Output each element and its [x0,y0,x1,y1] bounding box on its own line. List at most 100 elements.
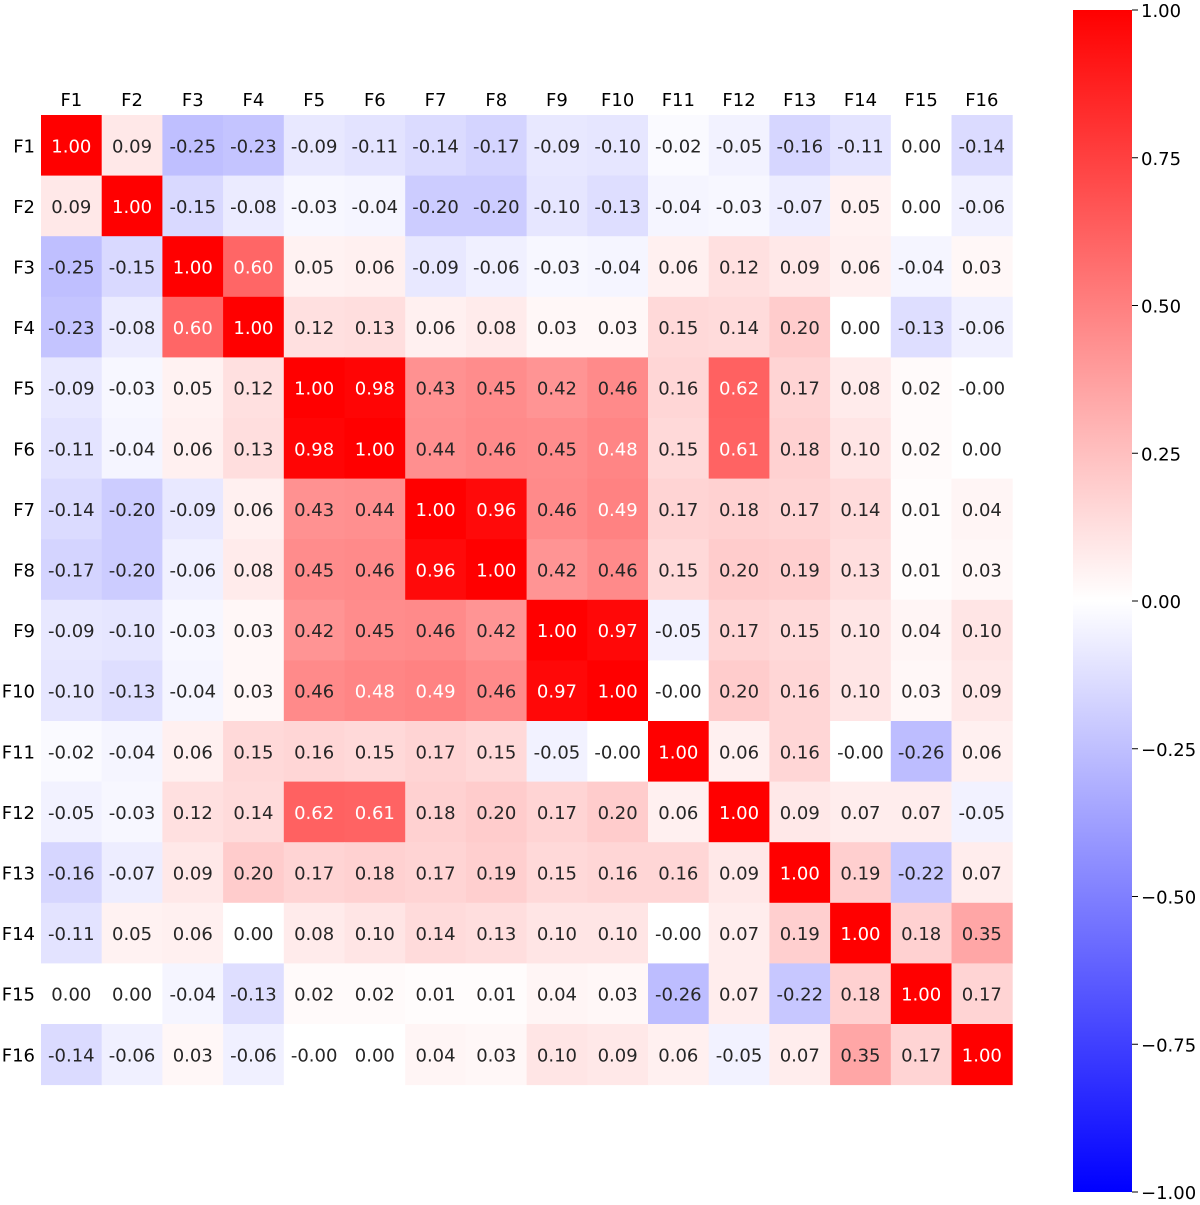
heatmap-cells: 1.00 0.09 -0.25 -0.23 -0.09 -0.11 -0.14 -0.17 -0… [41,115,1013,1086]
y-tick-label: F9 [13,621,35,642]
heatmap-cell [465,296,528,358]
cell-value-label: 1.00 [780,864,820,885]
cell-value-label: 0.18 [780,439,820,460]
heatmap-cell [41,1024,103,1086]
heatmap-cell [41,175,103,237]
cell-value-label: 0.01 [416,985,456,1006]
cell-value-label: 0.06 [658,258,698,279]
heatmap-cell [830,539,892,601]
y-tick-label: F14 [2,924,35,945]
heatmap-cell [648,539,710,601]
heatmap-cell [526,599,588,661]
cell-value-label: 0.35 [840,1045,880,1066]
cell-value-label: 0.60 [173,318,213,339]
cell-value-label: 0.12 [233,379,273,400]
cell-value-label: 0.09 [173,864,213,885]
heatmap-cell [769,599,831,661]
heatmap-cell [405,357,467,419]
y-tick-label: F16 [2,1045,35,1066]
cell-value-label: 0.46 [355,561,395,582]
heatmap-cell [223,599,285,661]
heatmap-cell [101,721,163,783]
heatmap-cell [101,296,163,358]
heatmap-cell [101,660,163,722]
cell-value-label: 0.44 [416,439,456,460]
cell-value-label: 0.19 [840,864,880,885]
cell-value-label: 0.13 [840,561,880,582]
cell-value-label: 0.97 [537,682,577,703]
cell-value-label: 0.20 [476,803,516,824]
x-tick-label: F4 [243,90,265,111]
cell-value-label: 0.42 [537,561,577,582]
cell-value-label: -0.03 [716,197,763,218]
x-tick-label: F12 [722,90,755,111]
cell-value-label: -0.15 [109,258,156,279]
cell-value-label: -0.06 [473,258,520,279]
cell-value-label: 0.45 [476,379,516,400]
heatmap-cell [708,175,770,237]
heatmap-cell [830,236,892,298]
heatmap-cell [41,963,103,1025]
heatmap-cell [587,842,649,904]
cell-value-label: 0.19 [780,924,820,945]
heatmap-cell [890,781,952,843]
y-tick-label: F2 [13,197,35,218]
cell-value-label: -0.09 [412,258,459,279]
cell-value-label: -0.00 [959,379,1006,400]
cell-value-label: -0.03 [534,258,581,279]
heatmap-cell [587,296,649,358]
cell-value-label: 0.09 [719,864,759,885]
heatmap-cell [41,842,103,904]
cell-value-label: 0.12 [173,803,213,824]
heatmap-cell [587,236,649,298]
cell-value-label: 0.97 [598,621,638,642]
heatmap-cell [830,357,892,419]
cell-value-label: -0.14 [959,136,1006,157]
cell-value-label: 0.08 [233,561,273,582]
cell-value-label: -0.15 [169,197,216,218]
heatmap-cell [41,539,103,601]
cell-value-label: 0.05 [112,924,152,945]
cell-value-label: -0.13 [109,682,156,703]
heatmap-cell [101,599,163,661]
heatmap-cell [344,721,406,783]
heatmap-cell [283,357,345,419]
cell-value-label: 0.48 [598,439,638,460]
heatmap-cell [769,236,831,298]
cell-value-label: 0.45 [537,439,577,460]
heatmap-cell [830,478,892,540]
heatmap-cell [223,539,285,601]
heatmap-cell [465,842,528,904]
cell-value-label: 0.48 [355,682,395,703]
cell-value-label: -0.11 [48,439,95,460]
heatmap-cell [283,115,345,177]
cell-value-label: 0.01 [901,500,941,521]
colorbar-tick-label: 0.75 [1141,149,1181,170]
heatmap-cell [769,721,831,783]
cell-value-label: 0.49 [598,500,638,521]
heatmap-cell [708,963,770,1025]
heatmap-cell [101,236,163,298]
colorbar-tick-label: −0.75 [1141,1035,1196,1056]
heatmap-cell [405,175,467,237]
cell-value-label: 0.43 [294,500,334,521]
cell-value-label: -0.07 [776,197,823,218]
cell-value-label: -0.04 [169,682,216,703]
cell-value-label: -0.09 [291,136,338,157]
heatmap-cell [101,1024,163,1086]
heatmap-cell [769,115,831,177]
heatmap-cell [587,963,649,1025]
cell-value-label: 1.00 [598,682,638,703]
cell-value-label: 0.02 [901,439,941,460]
heatmap-cell [465,1024,528,1086]
heatmap-cell [283,296,345,358]
heatmap-cell [708,599,770,661]
heatmap-cell [890,478,952,540]
heatmap-cell [648,175,710,237]
heatmap-cell [769,175,831,237]
heatmap-cell [405,599,467,661]
cell-value-label: 0.13 [476,924,516,945]
cell-value-label: -0.03 [169,621,216,642]
cell-value-label: 0.12 [719,258,759,279]
x-tick-label: F14 [844,90,877,111]
